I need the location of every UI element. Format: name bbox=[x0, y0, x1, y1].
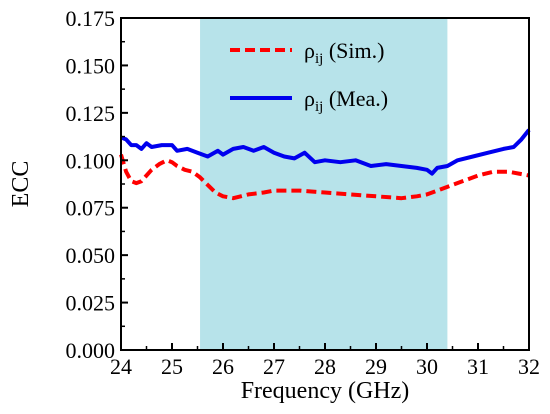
x-tick-label: 32 bbox=[518, 354, 540, 379]
x-tick-label: 26 bbox=[212, 354, 234, 379]
x-tick-label: 31 bbox=[467, 354, 489, 379]
x-tick-label: 25 bbox=[161, 354, 183, 379]
ticks-layer: 24 25 26 27 28 29 30 31 32 0.000 0.025 0.050 0.075 0.… bbox=[66, 6, 541, 379]
y-tick-label: 0.150 bbox=[66, 53, 116, 78]
x-tick-label: 24 bbox=[110, 354, 132, 379]
y-tick-label: 0.025 bbox=[66, 291, 116, 316]
x-tick-label: 29 bbox=[365, 354, 387, 379]
y-tick-label: 0.075 bbox=[66, 196, 116, 221]
x-tick-label: 28 bbox=[314, 354, 336, 379]
series-layer bbox=[119, 128, 531, 201]
legend-label: ρij (Mea.) bbox=[304, 86, 388, 115]
y-tick-label: 0.125 bbox=[66, 101, 116, 126]
series-line-mea bbox=[120, 128, 531, 176]
y-tick-label: 0.050 bbox=[66, 243, 116, 268]
highlight-band bbox=[200, 18, 448, 350]
y-tick-label: 0.175 bbox=[66, 6, 116, 31]
series-line-sim bbox=[119, 154, 530, 201]
x-tick-label: 27 bbox=[263, 354, 285, 379]
x-axis-title: Frequency (GHz) bbox=[241, 378, 410, 404]
y-tick-label: 0.100 bbox=[66, 148, 116, 173]
legend: ρij (Sim.) ρij (Mea.) bbox=[230, 38, 388, 115]
x-tick-label: 30 bbox=[416, 354, 438, 379]
y-axis-title: ECC bbox=[8, 161, 34, 208]
legend-label: ρij (Sim.) bbox=[304, 38, 384, 67]
y-tick-label: 0.000 bbox=[66, 338, 116, 363]
